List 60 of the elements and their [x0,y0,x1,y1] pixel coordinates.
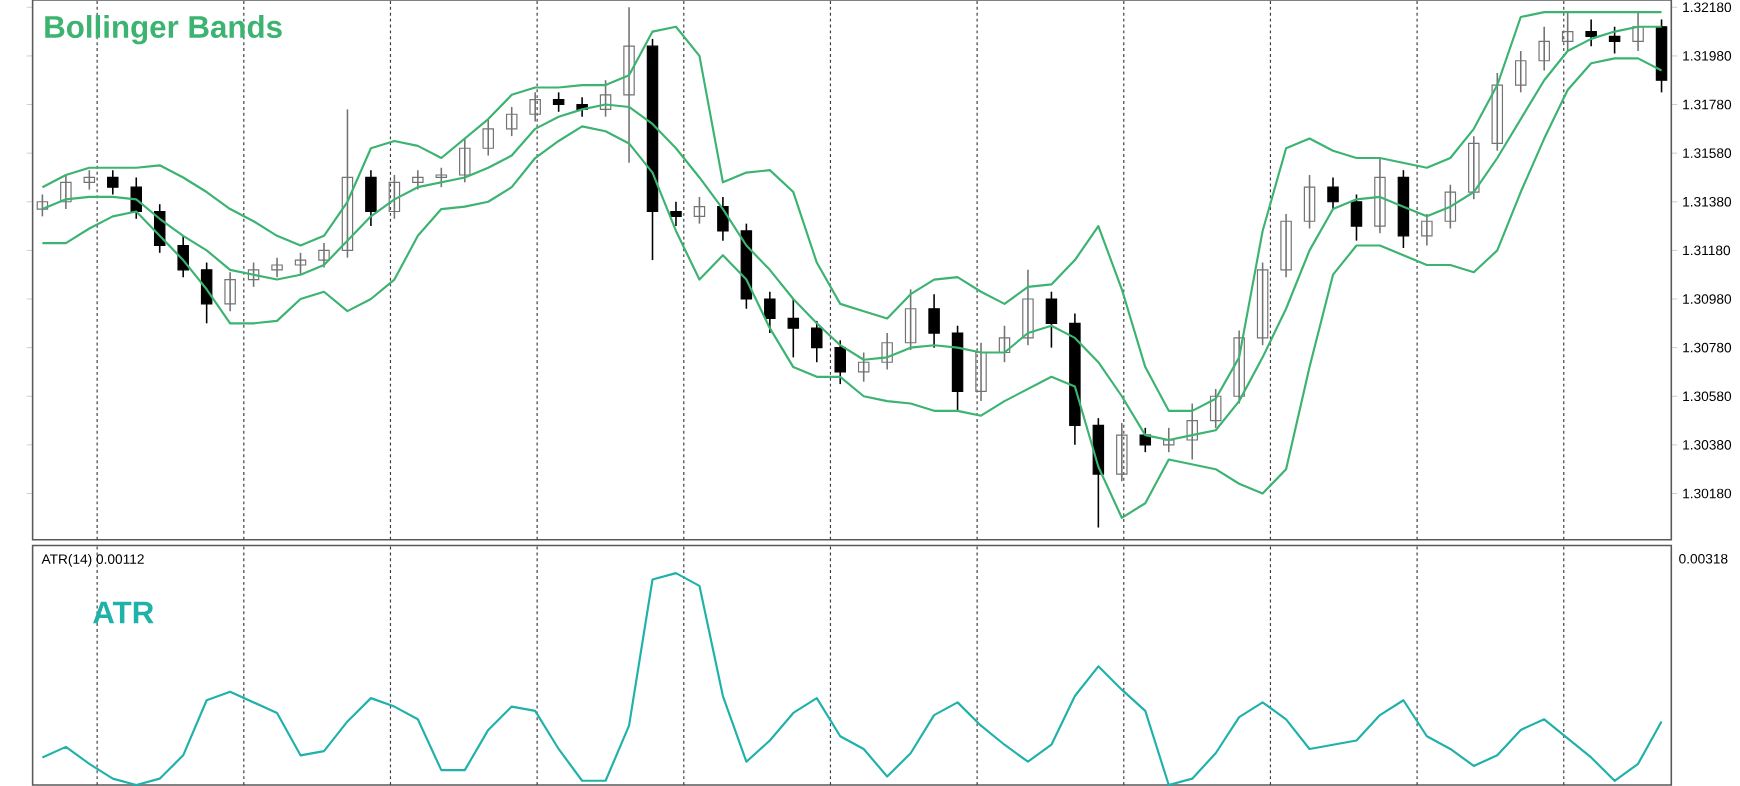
candlestick [1561,11,1574,53]
candlestick [1163,427,1175,454]
candlestick [224,271,236,313]
candlestick [834,340,846,386]
candlestick [811,320,823,364]
candlestick [1538,26,1550,72]
candlestick [881,332,893,371]
candlestick [717,196,729,242]
candlestick [1350,194,1363,242]
candlestick [975,342,987,403]
candlestick [623,6,635,165]
candlestick [1280,213,1292,279]
candlestick [764,291,776,335]
candlestick [857,352,870,383]
candlestick [107,169,119,196]
candlestick [599,79,612,118]
candlestick [36,194,49,218]
candlestick [1116,422,1128,483]
candlestick [1468,135,1480,201]
candlestick [670,201,682,228]
candlestick [928,293,940,349]
candlestick [271,257,283,279]
candlestick [1256,262,1269,347]
candlestick [1421,213,1433,247]
candlestick [998,325,1011,364]
candlestick [1139,427,1152,454]
candlestick [693,196,706,225]
candlestick [60,174,72,211]
candlestick [1632,11,1644,53]
candlestick [1491,72,1504,152]
candlestick [341,109,354,259]
candlestick [459,138,471,184]
candlestick [1327,177,1339,211]
candlestick [435,167,448,189]
candlestick [904,288,917,352]
candlestick [1514,50,1527,94]
candlestick [1444,184,1457,230]
candlestick [1045,291,1058,349]
candlestick [365,169,377,228]
candlestick [412,169,424,191]
candlestick [529,92,541,123]
candlestick [1585,19,1597,48]
candlestick [318,242,330,269]
candlestick [1374,157,1386,235]
candlestick [482,118,494,157]
candlestick [787,298,800,359]
candlestick [1022,269,1034,347]
candlestick [294,252,307,276]
candlestick [1209,388,1222,430]
text: ATR [93,602,154,624]
chart-title: Bollinger Bands [45,15,282,45]
candlestick [505,106,518,138]
candlestick [1303,174,1316,230]
candlestick [552,92,565,114]
candlestick [247,262,260,289]
candlestick [83,169,96,191]
candlestick [1233,330,1245,405]
candlestick [1608,26,1621,55]
candlestick [1186,403,1198,461]
candlestick [388,174,401,221]
